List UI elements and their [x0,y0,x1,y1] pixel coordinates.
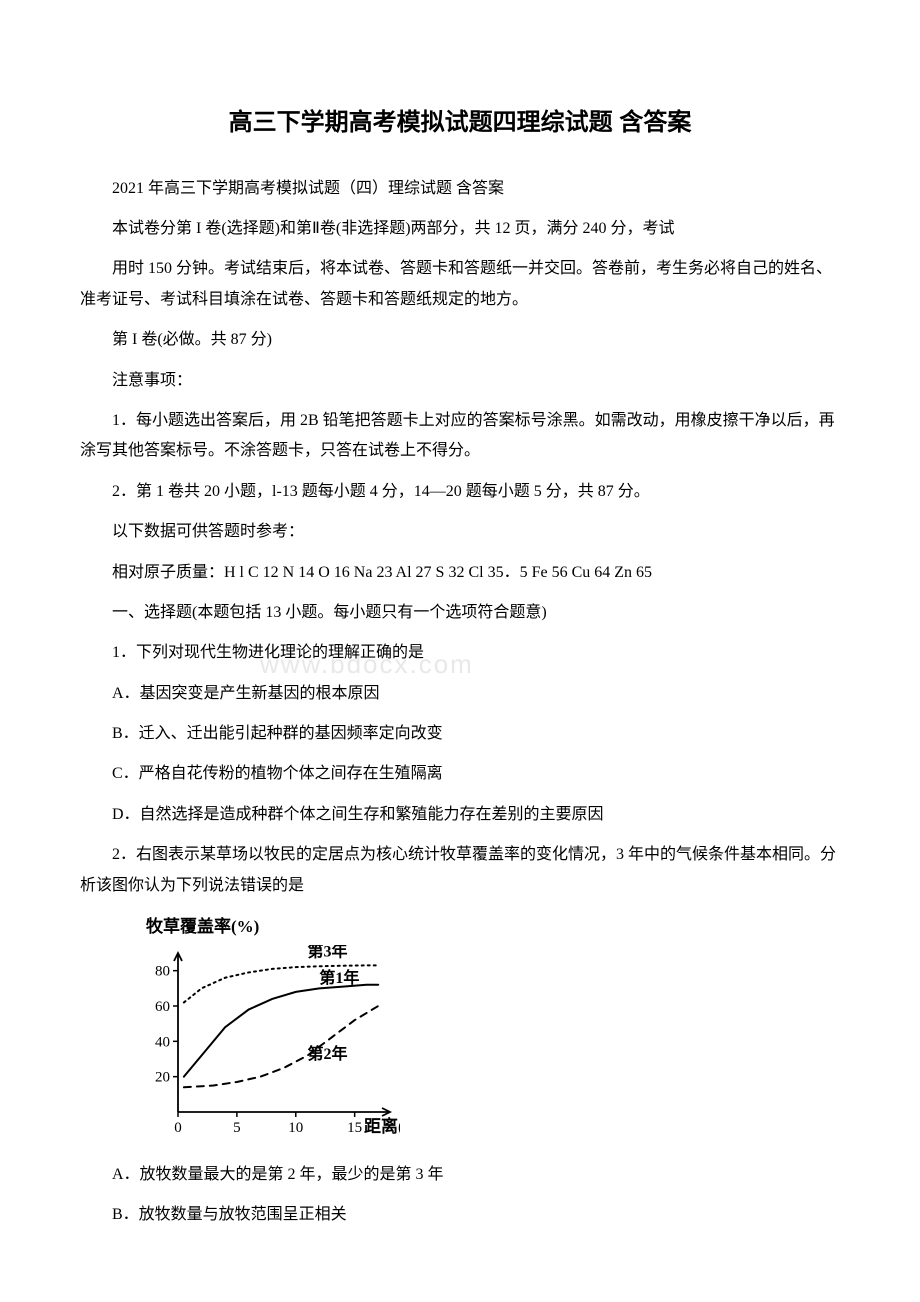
svg-text:第3年: 第3年 [308,945,348,961]
document-content: 高三下学期高考模拟试题四理综试题 含答案 2021 年高三下学期高考模拟试题（四… [80,100,840,1230]
q1-option-c: C．严格自花传粉的植物个体之间存在生殖隔离 [80,759,840,789]
q2-stem: 2．右图表示某草场以牧民的定居点为核心统计牧草覆盖率的变化情况，3 年中的气候条… [80,840,840,901]
q1-option-d: D．自然选择是造成种群个体之间生存和繁殖能力存在差别的主要原因 [80,800,840,830]
chart-y-title: 牧草覆盖率(%) [146,911,840,943]
svg-text:距离(km): 距离(km) [364,1116,400,1136]
note-1: 1．每小题选出答案后，用 2B 铅笔把答题卡上对应的答案标号涂黑。如需改动，用橡… [80,406,840,467]
svg-text:0: 0 [174,1120,182,1136]
q1-stem: 1．下列对现代生物进化理论的理解正确的是 [80,638,840,668]
notice-header: 注意事项： [80,366,840,396]
atomic-mass: 相对原子质量：H l C 12 N 14 O 16 Na 23 Al 27 S … [80,558,840,588]
desc-line-1: 本试卷分第 I 卷(选择题)和第Ⅱ卷(非选择题)两部分，共 12 页，满分 24… [80,214,840,244]
svg-text:40: 40 [155,1035,170,1051]
page-title: 高三下学期高考模拟试题四理综试题 含答案 [80,100,840,146]
q2-option-a: A．放牧数量最大的是第 2 年，最少的是第 3 年 [80,1160,840,1190]
q1-option-a: A．基因突变是产生新基因的根本原因 [80,679,840,709]
data-ref: 以下数据可供答题时参考： [80,517,840,547]
svg-text:10: 10 [288,1120,303,1136]
svg-text:20: 20 [155,1070,170,1086]
q2-option-b: B．放牧数量与放牧范围呈正相关 [80,1200,840,1230]
choice-header: 一、选择题(本题包括 13 小题。每小题只有一个选项符合题意) [80,598,840,628]
q1-option-b: B．迁入、迁出能引起种群的基因频率定向改变 [80,719,840,749]
svg-text:60: 60 [155,999,170,1015]
svg-text:第1年: 第1年 [319,968,359,987]
svg-text:15: 15 [347,1120,362,1136]
chart-svg: 20 40 60 80 0 5 10 15距离(km) 第3年第1年第2年 [140,945,400,1140]
section-header: 第 I 卷(必做。共 87 分) [80,325,840,355]
svg-text:第2年: 第2年 [308,1044,348,1063]
grass-coverage-chart: 牧草覆盖率(%) 20 40 60 80 0 5 10 15距离(km) 第3年第1年第2年 [140,911,840,1152]
intro-line: 2021 年高三下学期高考模拟试题（四）理综试题 含答案 [80,174,840,204]
desc-line-2: 用时 150 分钟。考试结束后，将本试卷、答题卡和答题纸一并交回。答卷前，考生务… [80,254,840,315]
note-2: 2．第 1 卷共 20 小题，l-13 题每小题 4 分，14—20 题每小题 … [80,477,840,507]
svg-text:80: 80 [155,964,170,980]
svg-text:5: 5 [233,1120,241,1136]
